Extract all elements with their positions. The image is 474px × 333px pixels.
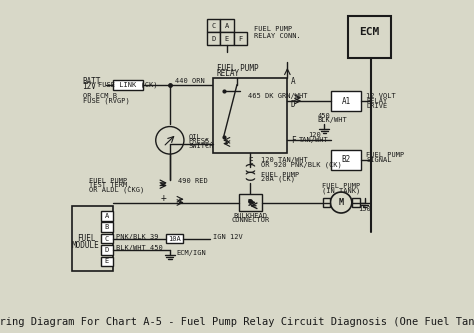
Text: +: + [160, 192, 166, 202]
Text: 10A: 10A [168, 235, 181, 241]
FancyBboxPatch shape [101, 222, 113, 232]
Text: F: F [291, 136, 295, 145]
Text: OR ALDL (CKG): OR ALDL (CKG) [89, 186, 145, 193]
Text: OIL: OIL [188, 134, 201, 140]
Text: 12 VOLT: 12 VOLT [366, 93, 396, 99]
FancyBboxPatch shape [331, 150, 361, 170]
Text: FUEL PUMP: FUEL PUMP [261, 172, 299, 178]
Text: BLK/WHT 450: BLK/WHT 450 [116, 245, 163, 251]
Text: C: C [204, 139, 209, 148]
Text: CONNECTOR: CONNECTOR [231, 217, 270, 223]
FancyBboxPatch shape [234, 32, 247, 45]
FancyBboxPatch shape [331, 91, 361, 111]
Text: BLK/WHT: BLK/WHT [318, 117, 347, 123]
Text: TEST TERM.: TEST TERM. [89, 182, 132, 188]
FancyBboxPatch shape [348, 16, 392, 59]
Text: Wiring Diagram For Chart A-5 - Fuel Pump Relay Circuit Diagnosis (One Fuel Tank): Wiring Diagram For Chart A-5 - Fuel Pump… [0, 317, 474, 327]
Text: D: D [105, 247, 109, 253]
Text: PNK/BLK 39: PNK/BLK 39 [116, 234, 159, 240]
Text: 120 TAN/WHT: 120 TAN/WHT [261, 157, 307, 163]
Text: C: C [211, 23, 216, 29]
Text: E: E [248, 157, 253, 166]
Text: 20A (CK): 20A (CK) [261, 176, 294, 182]
Text: SWITCH: SWITCH [188, 143, 214, 149]
Text: FUSE (RVGP): FUSE (RVGP) [82, 97, 129, 104]
Text: B2: B2 [341, 156, 351, 165]
Text: A1: A1 [341, 97, 351, 106]
Text: 450: 450 [318, 113, 330, 119]
Text: A: A [225, 23, 229, 29]
Text: BULKHEAD: BULKHEAD [233, 212, 267, 219]
Text: OR ECM B: OR ECM B [82, 93, 117, 99]
Text: 12V: 12V [82, 82, 96, 91]
Text: 120: 120 [308, 133, 320, 139]
FancyBboxPatch shape [239, 194, 262, 211]
Text: (IN TANK): (IN TANK) [322, 188, 360, 194]
FancyBboxPatch shape [113, 80, 143, 90]
FancyBboxPatch shape [213, 78, 287, 154]
FancyBboxPatch shape [207, 32, 220, 45]
Text: C: C [105, 235, 109, 241]
FancyBboxPatch shape [101, 256, 113, 266]
Text: D: D [211, 36, 216, 42]
Text: FUEL PUMP: FUEL PUMP [254, 26, 292, 32]
Text: E: E [105, 258, 109, 264]
Text: PRESS.: PRESS. [188, 138, 214, 144]
Text: E: E [225, 36, 229, 42]
FancyBboxPatch shape [101, 234, 113, 243]
Text: BATT: BATT [82, 77, 101, 86]
Text: FUEL: FUEL [77, 234, 95, 243]
FancyBboxPatch shape [352, 197, 360, 207]
FancyBboxPatch shape [220, 19, 234, 32]
Text: ECM/IGN: ECM/IGN [176, 250, 206, 256]
Text: FUEL PUMP: FUEL PUMP [89, 178, 128, 184]
FancyBboxPatch shape [73, 206, 113, 271]
Text: RELAY CONN.: RELAY CONN. [254, 33, 301, 39]
Text: ECM: ECM [359, 27, 380, 37]
Text: SIGNAL: SIGNAL [366, 157, 392, 163]
FancyBboxPatch shape [323, 197, 330, 207]
Text: M: M [338, 198, 344, 207]
Text: FUEL PUMP: FUEL PUMP [322, 183, 360, 189]
Text: TAN/WHT: TAN/WHT [300, 137, 329, 143]
Text: MODULE: MODULE [72, 240, 100, 250]
Text: 490 RED: 490 RED [179, 178, 208, 184]
Text: A: A [105, 212, 109, 219]
Text: 150: 150 [358, 206, 371, 212]
FancyBboxPatch shape [166, 234, 183, 243]
Text: D: D [291, 100, 295, 109]
Text: DRIVE: DRIVE [366, 103, 388, 109]
Text: 440 ORN: 440 ORN [175, 78, 205, 84]
Text: FUEL PUMP: FUEL PUMP [217, 64, 258, 73]
Text: A: A [291, 77, 295, 86]
Text: B: B [105, 224, 109, 230]
Text: FUEL PUMP: FUEL PUMP [366, 152, 404, 158]
Text: 465 DK GRN/WHT: 465 DK GRN/WHT [247, 93, 307, 99]
FancyBboxPatch shape [101, 245, 113, 255]
FancyBboxPatch shape [207, 19, 220, 32]
Text: OR 920 PNK/BLK (CK): OR 920 PNK/BLK (CK) [261, 162, 341, 168]
Text: F: F [238, 36, 243, 42]
FancyBboxPatch shape [101, 211, 113, 220]
Text: FUSE LINK (CK): FUSE LINK (CK) [98, 81, 158, 88]
Text: RELAY: RELAY [366, 98, 388, 104]
Text: RELAY: RELAY [217, 69, 240, 78]
Text: IGN 12V: IGN 12V [213, 234, 243, 240]
FancyBboxPatch shape [220, 32, 234, 45]
